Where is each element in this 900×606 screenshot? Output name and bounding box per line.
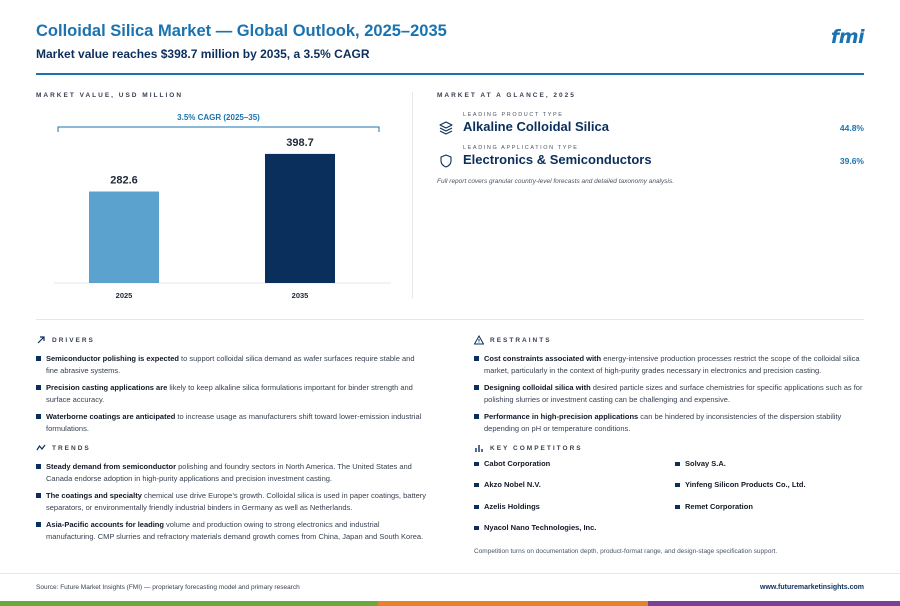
- shield-icon: [440, 154, 452, 168]
- competitor-item: Akzo Nobel N.V.: [474, 480, 541, 489]
- bar-value-label: 398.7: [286, 137, 314, 149]
- page-title: Colloidal Silica Market — Global Outlook…: [36, 22, 447, 40]
- bar-chart: 282.6 2025 398.7 2035 3.5% CAGR (2025–35): [54, 113, 391, 300]
- trends-section: TRENDS Steady demand from semiconductor …: [36, 442, 428, 548]
- glance-kicker: LEADING PRODUCT TYPE: [463, 112, 564, 118]
- glance-kicker: LEADING APPLICATION TYPE: [463, 145, 579, 151]
- brand-stripe-orange: [378, 601, 648, 606]
- cagr-annotation: 3.5% CAGR (2025–35): [177, 113, 260, 122]
- bar-chart-icon: [475, 445, 483, 452]
- list-item: The coatings and specialty chemical use …: [36, 490, 428, 513]
- footer-url-link[interactable]: www.futuremarketinsights.com: [760, 584, 864, 591]
- list-item: Performance in high-precision applicatio…: [474, 411, 866, 434]
- trends-header: TRENDS: [36, 442, 428, 454]
- competitors-note: Competition turns on documentation depth…: [474, 548, 778, 555]
- trends-label: TRENDS: [52, 444, 91, 452]
- glance-percent: 39.6%: [839, 156, 864, 166]
- drivers-section: DRIVERS Semiconductor polishing is expec…: [36, 334, 428, 440]
- brand-stripe-purple: [648, 601, 900, 606]
- bar-2025: [89, 191, 159, 283]
- brand-stripe-green: [0, 601, 378, 606]
- x-tick-label: 2035: [292, 291, 309, 300]
- competitor-item: Yinfeng Silicon Products Co., Ltd.: [675, 480, 806, 489]
- restraints-label: RESTRAINTS: [490, 336, 552, 344]
- trends-list: Steady demand from semiconductor polishi…: [36, 461, 428, 542]
- restraints-list: Cost constraints associated with energy-…: [474, 353, 866, 434]
- glance-note: Full report covers granular country-leve…: [437, 178, 675, 185]
- market-value-chart: 282.6 2025 398.7 2035 3.5% CAGR (2025–35) MA…: [36, 92, 406, 300]
- drivers-list: Semiconductor polishing is expected to s…: [36, 353, 428, 434]
- competitors-header: KEY COMPETITORS: [474, 442, 866, 454]
- section-divider: [36, 319, 864, 320]
- competitors-label: KEY COMPETITORS: [490, 444, 583, 452]
- report-header: Colloidal Silica Market — Global Outlook…: [36, 22, 865, 76]
- warning-icon: [474, 335, 484, 345]
- layers-icon: [439, 121, 453, 135]
- drivers-header: DRIVERS: [36, 334, 428, 346]
- glance-value: Alkaline Colloidal Silica: [463, 119, 609, 134]
- list-item: Designing colloidal silica with desired …: [474, 382, 866, 405]
- competitor-item: Azelis Holdings: [474, 502, 540, 511]
- market-at-a-glance: MARKET AT A GLANCE, 2025 LEADING PRODUCT…: [437, 92, 864, 185]
- footer-source: Source: Future Market Insights (FMI) — p…: [36, 584, 300, 591]
- restraints-section: RESTRAINTS Cost constraints associated w…: [474, 334, 866, 440]
- competitor-item: Remet Corporation: [675, 502, 753, 511]
- list-item: Asia-Pacific accounts for leading volume…: [36, 519, 428, 542]
- competitors-list: Cabot Corporation Solvay S.A. Akzo Nobel…: [474, 459, 864, 539]
- competitor-item: Nyacol Nano Technologies, Inc.: [474, 523, 596, 532]
- footer-divider: [0, 573, 900, 574]
- bar-value-label: 282.6: [110, 174, 138, 186]
- header-divider: [36, 73, 864, 75]
- list-item: Cost constraints associated with energy-…: [474, 353, 866, 376]
- competitor-item: Solvay S.A.: [675, 459, 726, 468]
- bar-2035: [265, 153, 335, 283]
- restraints-header: RESTRAINTS: [474, 334, 866, 346]
- drivers-label: DRIVERS: [52, 336, 95, 344]
- glance-value: Electronics & Semiconductors: [463, 152, 652, 167]
- competitor-item: Cabot Corporation: [474, 459, 550, 468]
- glance-item-product: LEADING PRODUCT TYPE Alkaline Colloidal …: [437, 112, 864, 142]
- list-item: Semiconductor polishing is expected to s…: [36, 353, 428, 376]
- vertical-divider: [412, 92, 413, 298]
- glance-item-application: LEADING APPLICATION TYPE Electronics & S…: [437, 145, 864, 175]
- fmi-logo: fmi: [830, 26, 865, 48]
- list-item: Waterborne coatings are anticipated to i…: [36, 411, 428, 434]
- list-item: Precision casting applications are likel…: [36, 382, 428, 405]
- x-tick-label: 2025: [116, 291, 133, 300]
- list-item: Steady demand from semiconductor polishi…: [36, 461, 428, 484]
- trend-line-icon: [36, 444, 46, 451]
- arrow-up-right-icon: [37, 336, 45, 344]
- glance-section-label: MARKET AT A GLANCE, 2025: [437, 92, 576, 99]
- competitors-section: KEY COMPETITORS: [474, 442, 866, 454]
- page-subtitle: Market value reaches $398.7 million by 2…: [36, 47, 370, 61]
- glance-percent: 44.8%: [839, 123, 864, 133]
- cagr-bracket: [57, 126, 380, 132]
- chart-section-label: MARKET VALUE, USD MILLION: [36, 92, 184, 99]
